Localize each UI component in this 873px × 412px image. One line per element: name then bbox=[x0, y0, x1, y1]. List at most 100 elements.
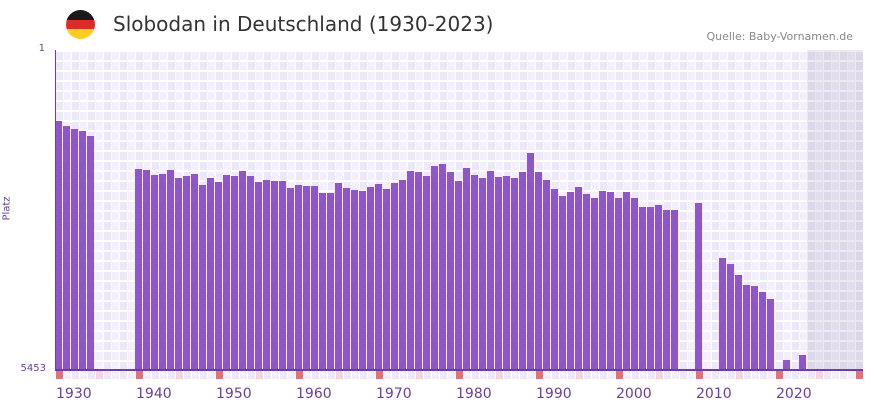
bar-1949[interactable] bbox=[207, 178, 214, 370]
bar-1985[interactable] bbox=[495, 177, 502, 370]
bar-2007[interactable] bbox=[671, 210, 678, 370]
bar-1941[interactable] bbox=[143, 170, 150, 370]
bar-1975[interactable] bbox=[415, 172, 422, 370]
bar-1972[interactable] bbox=[391, 183, 398, 370]
year-marker-1997 bbox=[592, 371, 599, 379]
bar-1954[interactable] bbox=[247, 176, 254, 370]
bar-2001[interactable] bbox=[623, 192, 630, 370]
bar-1946[interactable] bbox=[183, 176, 190, 370]
bar-1998[interactable] bbox=[599, 190, 606, 370]
bar-2000[interactable] bbox=[615, 198, 622, 370]
bar-1966[interactable] bbox=[343, 188, 350, 370]
bar-1945[interactable] bbox=[175, 178, 182, 370]
bar-2013[interactable] bbox=[719, 258, 726, 370]
bar-1958[interactable] bbox=[279, 181, 286, 370]
bar-1943[interactable] bbox=[159, 174, 166, 370]
bar-1932[interactable] bbox=[71, 129, 78, 370]
bar-2005[interactable] bbox=[655, 205, 662, 370]
year-marker-1975 bbox=[416, 371, 423, 379]
bar-2004[interactable] bbox=[647, 207, 654, 370]
bar-1950[interactable] bbox=[215, 182, 222, 370]
bar-1992[interactable] bbox=[551, 189, 558, 370]
bar-1948[interactable] bbox=[199, 185, 206, 370]
bar-1983[interactable] bbox=[479, 178, 486, 370]
bar-2019[interactable] bbox=[767, 299, 774, 370]
bar-1952[interactable] bbox=[231, 176, 238, 370]
bar-1971[interactable] bbox=[383, 189, 390, 370]
year-marker-1976 bbox=[424, 371, 431, 379]
bar-1963[interactable] bbox=[319, 193, 326, 370]
bar-2017[interactable] bbox=[751, 286, 758, 370]
bar-1964[interactable] bbox=[327, 193, 334, 370]
bar-1996[interactable] bbox=[583, 194, 590, 370]
bar-2014[interactable] bbox=[727, 264, 734, 370]
bar-2006[interactable] bbox=[663, 210, 670, 370]
bar-1959[interactable] bbox=[287, 188, 294, 370]
bar-1997[interactable] bbox=[591, 198, 598, 370]
bar-1962[interactable] bbox=[311, 186, 318, 370]
bar-2015[interactable] bbox=[735, 275, 742, 370]
bar-1955[interactable] bbox=[255, 182, 262, 370]
bar-2021[interactable] bbox=[783, 360, 790, 370]
year-marker-1939 bbox=[128, 371, 135, 379]
year-marker-1960 bbox=[296, 371, 303, 379]
bar-1974[interactable] bbox=[407, 171, 414, 370]
year-marker-1967 bbox=[352, 371, 359, 379]
bar-1953[interactable] bbox=[239, 171, 246, 370]
year-marker-2028 bbox=[840, 371, 847, 379]
bar-2003[interactable] bbox=[639, 207, 646, 370]
year-marker-1949 bbox=[208, 371, 215, 379]
bar-1987[interactable] bbox=[511, 178, 518, 370]
bar-1980[interactable] bbox=[455, 181, 462, 370]
year-marker-1999 bbox=[608, 371, 615, 379]
bar-1999[interactable] bbox=[607, 192, 614, 370]
bar-1986[interactable] bbox=[503, 176, 510, 370]
bar-1994[interactable] bbox=[567, 192, 574, 370]
bar-1947[interactable] bbox=[191, 174, 198, 370]
bar-2023[interactable] bbox=[799, 355, 806, 370]
bar-1969[interactable] bbox=[367, 187, 374, 370]
bar-2018[interactable] bbox=[759, 292, 766, 370]
bar-1988[interactable] bbox=[519, 172, 526, 370]
year-marker-2000 bbox=[616, 371, 623, 379]
year-marker-1981 bbox=[464, 371, 471, 379]
bar-1984[interactable] bbox=[487, 171, 494, 370]
bar-1931[interactable] bbox=[63, 126, 70, 370]
bar-1981[interactable] bbox=[463, 168, 470, 370]
bar-1940[interactable] bbox=[135, 169, 142, 370]
bar-1982[interactable] bbox=[471, 175, 478, 370]
year-marker-2013 bbox=[720, 371, 727, 379]
bar-1995[interactable] bbox=[575, 187, 582, 370]
year-marker-1938 bbox=[120, 371, 127, 379]
bar-1930[interactable] bbox=[55, 121, 62, 370]
bar-1970[interactable] bbox=[375, 184, 382, 370]
bar-1956[interactable] bbox=[263, 180, 270, 370]
bar-1979[interactable] bbox=[447, 172, 454, 370]
bar-1976[interactable] bbox=[423, 176, 430, 370]
bar-1967[interactable] bbox=[351, 190, 358, 370]
bar-1944[interactable] bbox=[167, 170, 174, 370]
year-marker-1940 bbox=[136, 371, 143, 379]
bar-1993[interactable] bbox=[559, 196, 566, 370]
bar-1977[interactable] bbox=[431, 166, 438, 370]
bar-1951[interactable] bbox=[223, 175, 230, 370]
year-marker-1955 bbox=[256, 371, 263, 379]
bar-1989[interactable] bbox=[527, 153, 534, 370]
bar-1990[interactable] bbox=[535, 172, 542, 370]
bar-1942[interactable] bbox=[151, 175, 158, 370]
bar-2016[interactable] bbox=[743, 285, 750, 370]
bar-1957[interactable] bbox=[271, 181, 278, 370]
bar-2002[interactable] bbox=[631, 198, 638, 370]
bar-1960[interactable] bbox=[295, 185, 302, 370]
bar-2010[interactable] bbox=[695, 203, 702, 370]
bar-1978[interactable] bbox=[439, 164, 446, 370]
bar-1934[interactable] bbox=[87, 136, 94, 370]
bar-1961[interactable] bbox=[303, 186, 310, 370]
bar-1965[interactable] bbox=[335, 183, 342, 370]
bar-1968[interactable] bbox=[359, 190, 366, 370]
bar-1933[interactable] bbox=[79, 131, 86, 370]
bar-1973[interactable] bbox=[399, 180, 406, 370]
source-link[interactable]: Quelle: Baby-Vornamen.de bbox=[706, 30, 853, 43]
bar-1991[interactable] bbox=[543, 180, 550, 370]
year-marker-2015 bbox=[736, 371, 743, 379]
